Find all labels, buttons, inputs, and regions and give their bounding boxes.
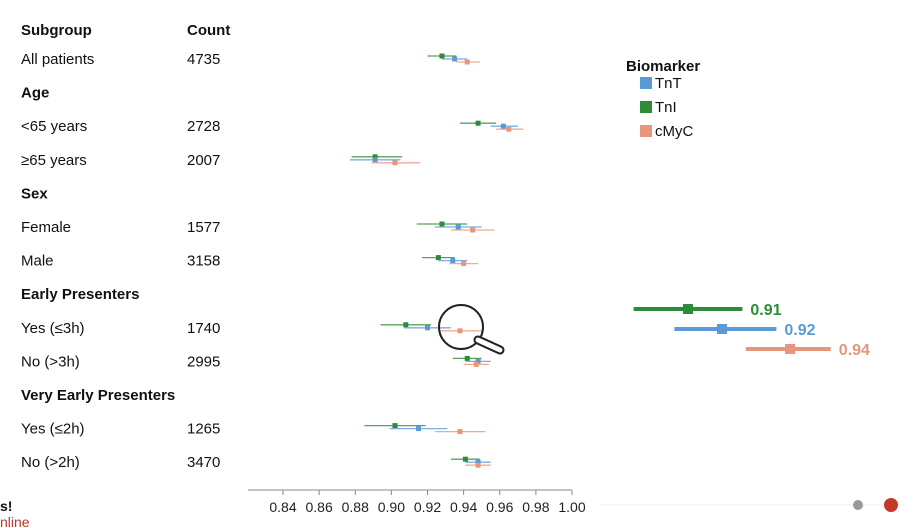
legend-label-tni: TnI: [655, 99, 677, 116]
legend-swatch-cmyc: [640, 125, 652, 137]
point-tni: [462, 456, 468, 462]
x-tick-label: 0.98: [522, 499, 549, 515]
group-header: Sex: [21, 185, 48, 202]
point-tnt: [450, 258, 456, 264]
x-tick-label: 0.92: [414, 499, 441, 515]
legend-swatch-tni: [640, 101, 652, 113]
row-label: All patients: [21, 51, 94, 68]
point-cmyc: [457, 328, 463, 334]
zoom-point-tnt: [717, 324, 727, 334]
row-label: ≥65 years: [21, 152, 87, 169]
x-tick-label: 0.96: [486, 499, 513, 515]
legend-label-tnt: TnT: [655, 75, 682, 92]
point-tnt: [475, 358, 481, 364]
row-count: 4735: [187, 51, 220, 68]
group-header: Early Presenters: [21, 286, 139, 303]
x-tick-label: 1.00: [558, 499, 585, 515]
point-tni: [392, 423, 398, 429]
x-tick-label: 0.90: [378, 499, 405, 515]
row-count: 2007: [187, 152, 220, 169]
count-header: Count: [187, 22, 230, 39]
footer-fragment-2: nline: [0, 514, 30, 528]
row-count: 1740: [187, 320, 220, 337]
row-count: 1577: [187, 219, 220, 236]
point-tni: [439, 53, 445, 59]
point-tnt: [372, 157, 378, 163]
point-tnt: [425, 325, 430, 331]
point-tni: [464, 355, 470, 361]
row-label: Male: [21, 253, 54, 270]
point-cmyc: [475, 462, 481, 468]
slider-dot-grey[interactable]: [853, 500, 863, 510]
point-cmyc: [470, 227, 476, 233]
legend-swatch-tnt: [640, 77, 652, 89]
point-tni: [475, 120, 481, 126]
x-tick-label: 0.86: [306, 499, 333, 515]
point-tnt: [455, 224, 461, 230]
x-tick-label: 0.84: [269, 499, 296, 515]
row-count: 3158: [187, 253, 220, 270]
slider-dot-red[interactable]: [884, 498, 898, 512]
legend-label-cmyc: cMyC: [655, 123, 693, 140]
point-tni: [435, 255, 441, 261]
zoom-value-cmyc: 0.94: [839, 342, 870, 359]
row-count: 2995: [187, 353, 220, 370]
row-label: Yes (≤3h): [21, 320, 85, 337]
x-tick-label: 0.88: [342, 499, 369, 515]
legend-title: Biomarker: [626, 58, 700, 75]
point-cmyc: [506, 126, 512, 132]
point-tni: [439, 221, 445, 227]
point-tnt: [500, 123, 506, 129]
group-header: Age: [21, 85, 49, 102]
point-cmyc: [457, 429, 463, 435]
zoom-point-tni: [683, 304, 693, 314]
point-cmyc: [461, 261, 467, 267]
row-count: 2728: [187, 118, 220, 135]
zoom-point-cmyc: [785, 344, 795, 354]
row-label: <65 years: [21, 118, 87, 135]
row-label: No (>3h): [21, 353, 80, 370]
point-tni: [372, 154, 378, 160]
zoom-value-tnt: 0.92: [784, 322, 815, 339]
zoom-value-tni: 0.91: [750, 302, 781, 319]
point-tnt: [452, 56, 458, 62]
point-tnt: [475, 459, 481, 465]
magnifier-icon: [438, 304, 505, 355]
row-count: 1265: [187, 421, 220, 438]
footer-fragment-1: s!: [0, 498, 12, 514]
point-cmyc: [392, 160, 398, 166]
point-tnt: [415, 426, 421, 432]
point-tni: [403, 322, 409, 328]
point-cmyc: [473, 361, 479, 367]
subgroup-header: Subgroup: [21, 22, 92, 39]
row-label: Female: [21, 219, 71, 236]
row-count: 3470: [187, 454, 220, 471]
row-label: No (>2h): [21, 454, 80, 471]
row-label: Yes (≤2h): [21, 421, 85, 438]
x-tick-label: 0.94: [450, 499, 477, 515]
group-header: Very Early Presenters: [21, 387, 175, 404]
point-cmyc: [464, 59, 470, 65]
